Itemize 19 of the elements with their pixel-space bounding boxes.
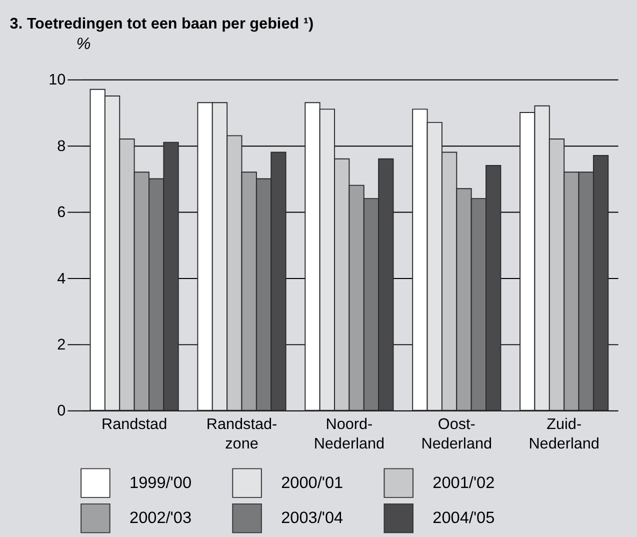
y-tick-label: 10 xyxy=(48,72,66,89)
legend-label: 2000/'01 xyxy=(281,474,344,492)
legend-label: 2002/'03 xyxy=(130,509,192,528)
y-tick-label: 2 xyxy=(57,336,66,354)
x-tick-label: Noord-Nederland xyxy=(314,416,385,452)
y-tick-label: 4 xyxy=(57,270,66,288)
x-tick-label: Randstad xyxy=(101,416,168,434)
legend-label: 1999/'00 xyxy=(130,474,192,492)
y-tick-label: 6 xyxy=(57,204,66,222)
y-axis-title: % xyxy=(76,35,91,54)
y-tick-label: 0 xyxy=(57,402,66,420)
x-tick-label: Oost-Nederland xyxy=(421,416,492,452)
x-tick-label: Zuid-Nederland xyxy=(528,416,600,452)
legend-label: 2004/'05 xyxy=(432,509,495,528)
x-tick-label: Randstad-zone xyxy=(206,416,278,452)
chart-title: 3. Toetredingen tot een baan per gebied ¹) xyxy=(10,16,314,33)
legend-label: 2003/'04 xyxy=(281,509,344,528)
y-tick-label: 8 xyxy=(57,138,66,155)
legend-label: 2001/'02 xyxy=(432,474,495,492)
